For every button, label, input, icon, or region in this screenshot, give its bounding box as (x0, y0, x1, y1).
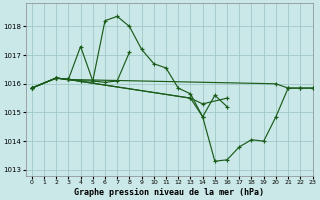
X-axis label: Graphe pression niveau de la mer (hPa): Graphe pression niveau de la mer (hPa) (74, 188, 264, 197)
